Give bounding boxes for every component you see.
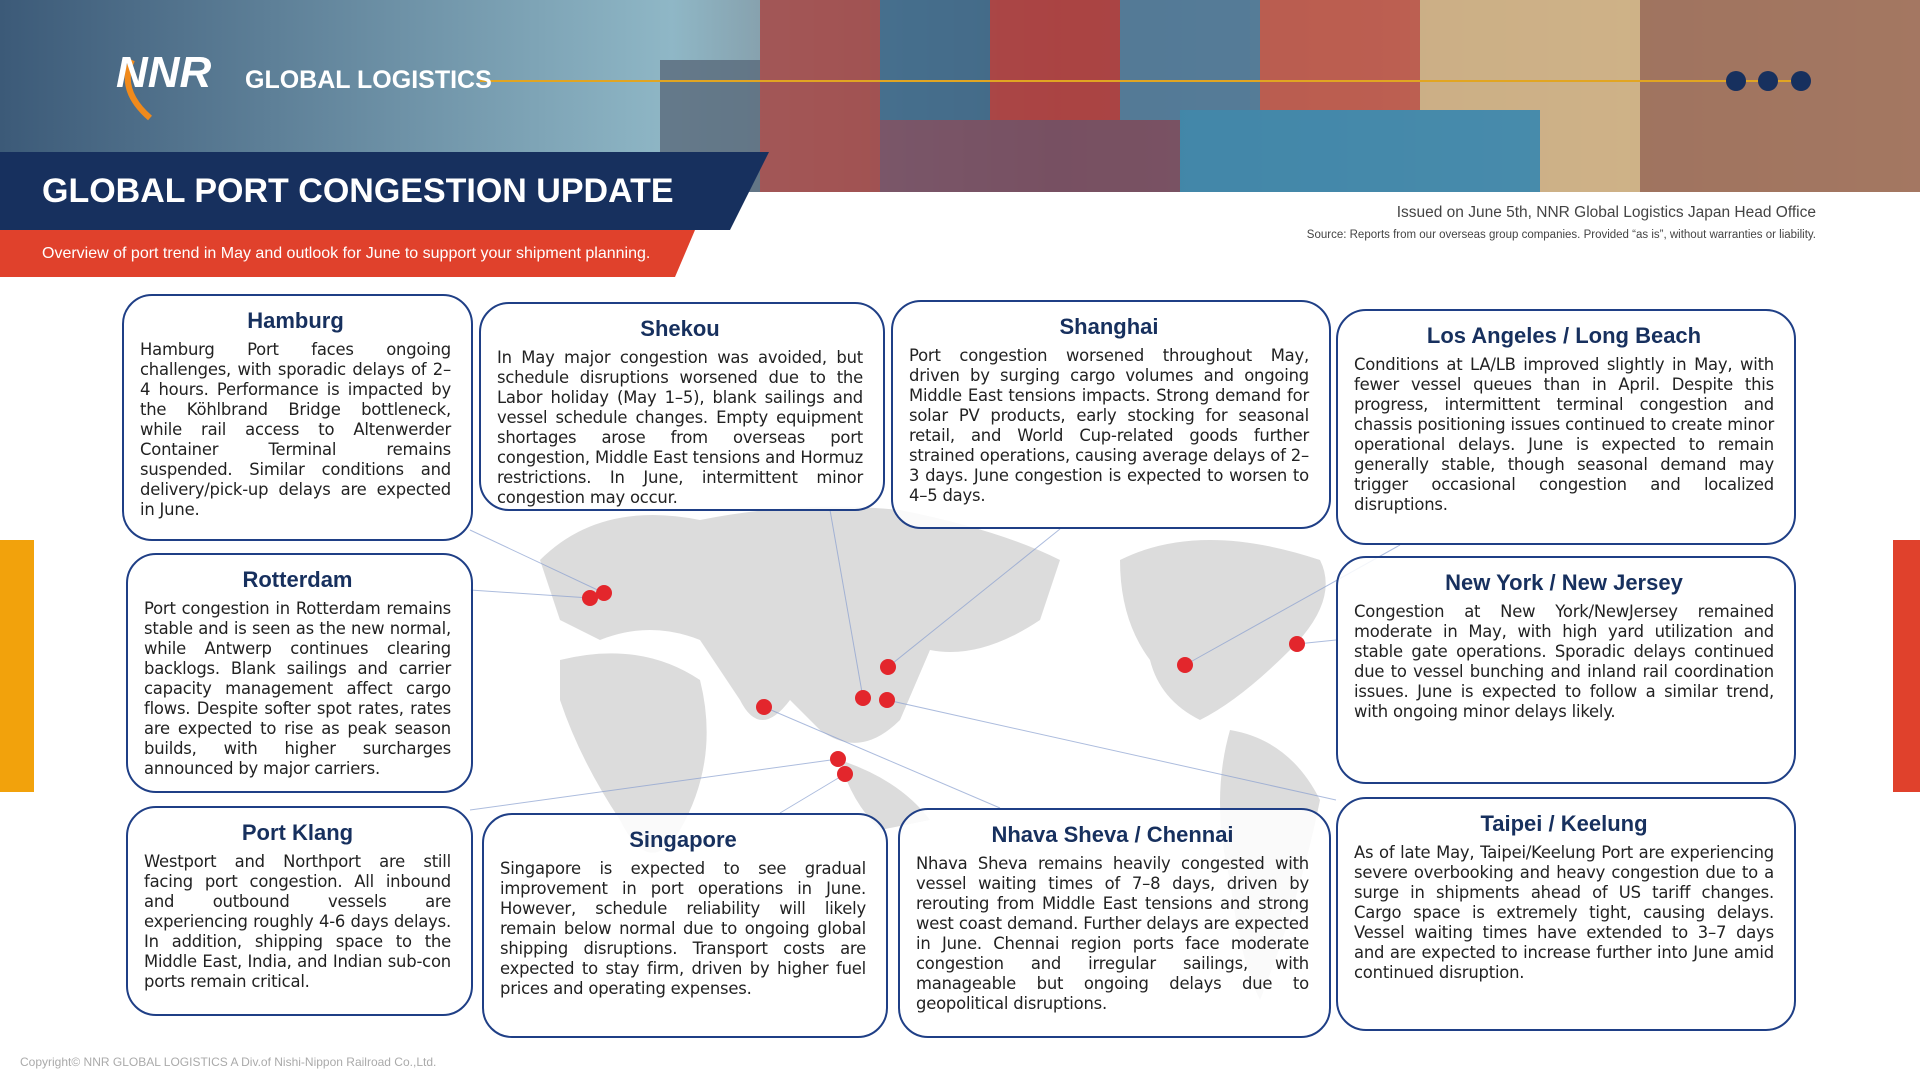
port-name: Shanghai (1059, 314, 1159, 339)
port-name: Rotterdam (242, 567, 353, 592)
port-card: Hamburg Hamburg Port faces ongoing challe… (122, 294, 473, 541)
subtitle-banner (0, 230, 695, 277)
title-banner (0, 152, 769, 230)
port-card: Shanghai Port congestion worsened through… (891, 300, 1331, 529)
port-name: Los Angeles / Long Beach (1426, 323, 1702, 348)
logo-swoosh (124, 58, 153, 121)
dot (1758, 71, 1778, 91)
port-name: Hamburg (247, 308, 344, 333)
port-text: Nhava Sheva remains heavily congested wi… (916, 854, 1309, 1013)
port-card: Taipei / Keelung As of late May, Taipei/K… (1336, 797, 1796, 1031)
subtitle: Overview of port trend in May and outloo… (42, 245, 651, 262)
title: GLOBAL PORT CONGESTION UPDATE (42, 172, 674, 210)
port-name: Singapore (629, 827, 737, 852)
connectors (469, 509, 1401, 814)
port-text: Singapore is expected to see gradual imp… (500, 859, 866, 998)
port-card: Shekou In May major congestion was avoide… (479, 302, 885, 511)
port-text: Congestion at New York/NewJersey remaine… (1354, 602, 1774, 721)
port-name: New York / New Jersey (1445, 570, 1683, 595)
port-text: As of late May, Taipei/Keelung Port are … (1354, 843, 1774, 982)
tagline: GLOBAL LOGISTICS (245, 66, 492, 94)
port-text: Hamburg Port faces ongoing challenges, w… (140, 340, 451, 519)
port-name: Port Klang (241, 820, 354, 845)
port-card: Rotterdam Port congestion in Rotterdam re… (126, 553, 473, 793)
port-text: Port congestion in Rotterdam remains sta… (144, 599, 451, 778)
port-name: Nhava Sheva / Chennai (991, 822, 1234, 847)
port-text: In May major congestion was avoided, but… (497, 348, 863, 507)
source: Source: Reports from our overseas group … (1306, 229, 1816, 241)
port-markers (582, 585, 1305, 782)
port-text: Conditions at LA/LB improved slightly in… (1354, 355, 1774, 514)
port-card: New York / New Jersey Congestion at New Y… (1336, 556, 1796, 784)
side-bar (0, 540, 34, 792)
port-name: Taipei / Keelung (1480, 811, 1648, 836)
port-card: Port Klang Westport and Northport are sti… (126, 806, 473, 1016)
port-card: Los Angeles / Long Beach Conditions at LA… (1336, 309, 1796, 545)
dot (1726, 71, 1746, 91)
side-bar (1893, 540, 1920, 792)
copyright: Copyright© NNR GLOBAL LOGISTICS A Div.of… (20, 1055, 437, 1069)
port-text: Westport and Northport are still facing … (144, 852, 451, 991)
containers (660, 0, 1920, 192)
issued: Issued on June 5th, NNR Global Logistics… (1396, 204, 1816, 221)
port-name: Shekou (640, 316, 720, 341)
dot (1791, 71, 1811, 91)
port-card: Singapore Singapore is expected to see gr… (482, 813, 888, 1038)
brand: NNR (116, 48, 212, 97)
port-text: Port congestion worsened throughout May,… (909, 346, 1309, 505)
port-card: Nhava Sheva / Chennai Nhava Sheva remains… (898, 808, 1331, 1038)
